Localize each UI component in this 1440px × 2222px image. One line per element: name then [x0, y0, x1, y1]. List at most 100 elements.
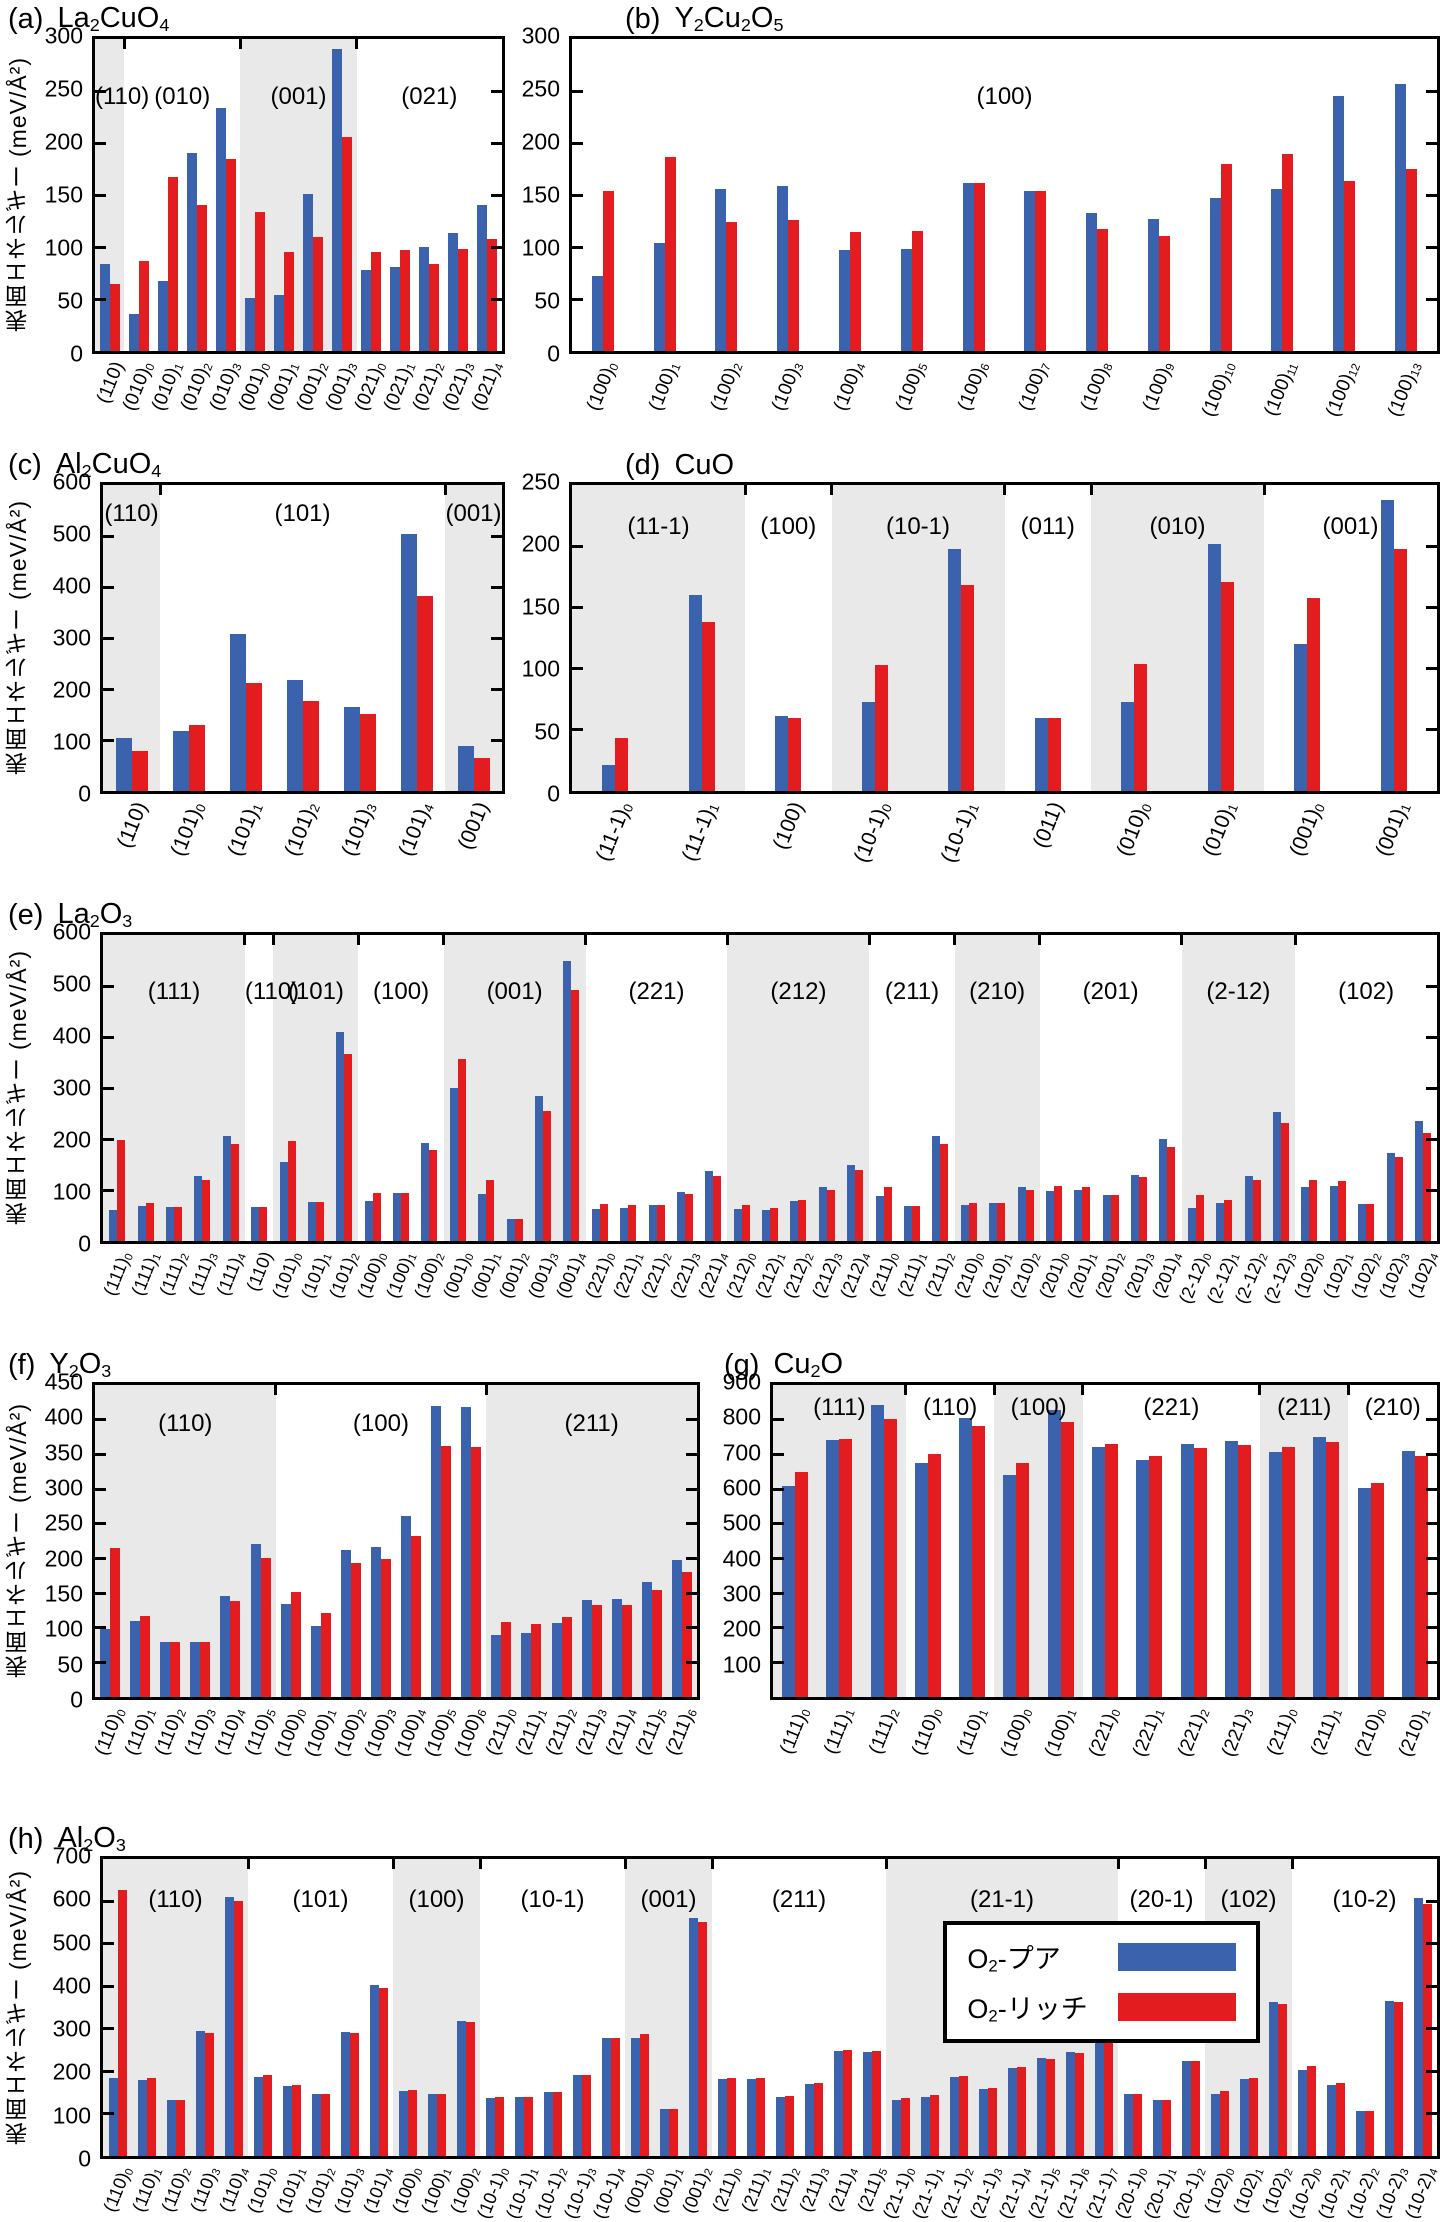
y-tick-mark: [773, 1522, 784, 1526]
x-tick-label-subscript: 2: [354, 1707, 370, 1719]
bar-o2-rich: [1016, 1462, 1030, 1697]
y-tick-mark: [1426, 1137, 1437, 1141]
bar-o2-rich: [1277, 2004, 1287, 2156]
bar-pair: (10-2)1: [1314, 1859, 1354, 2221]
bar-pair: (2-12)3: [1260, 935, 1300, 1306]
bar-o2-rich: [173, 1206, 182, 1241]
bar-pair: (010)0: [1091, 485, 1178, 859]
bar-pair: (110)3: [181, 1385, 219, 1758]
section-band: (001) (001)0 (001)1 (001)2: [620, 1859, 716, 2216]
bar-o2-poor: [1131, 1174, 1140, 1241]
bar-o2-poor: [534, 1095, 543, 1241]
plot-area: (11-1) (11-1)0 (11-1)1 (100) (100) (10-1) (10-…: [569, 482, 1440, 866]
bar-o2-rich: [233, 1901, 243, 2156]
bar-o2-poor: [870, 1404, 884, 1697]
bar-pair: (101)0: [160, 485, 217, 859]
section-label: (212): [770, 977, 827, 1005]
bar-pair: (212)0: [723, 935, 760, 1301]
bar-o2-rich: [1220, 581, 1234, 791]
formula-subscript: 2: [693, 15, 704, 35]
bar-o2-poor: [310, 1626, 321, 1697]
bar-o2-poor: [1065, 2052, 1075, 2156]
chart-area: 0 50 100 150 200 250 300 (100) (100)0 (100)1 (100)…: [505, 24, 1440, 420]
formula-subscript: 2: [810, 1361, 821, 1381]
y-axis-title-text: 表面エネルギー (meV/Å²): [5, 1869, 31, 2146]
bar-pair: (111)0: [99, 935, 136, 1298]
y-axis-title-text: 表面エネルギー (meV/Å²): [5, 57, 31, 333]
bar-o2-poor: [1272, 1111, 1281, 1241]
bar-o2-rich: [188, 724, 205, 791]
bar-o2-poor: [862, 2051, 872, 2156]
section-band: (102) (102)0 (102)1 (102)2 (102)3 (102)4: [1290, 935, 1440, 1301]
y-tick-label: 300: [52, 1074, 91, 1101]
x-tick-label-subscript: 4: [238, 2166, 253, 2178]
bar-pair: (100): [745, 485, 832, 853]
x-tick-label-subscript: 0: [1109, 1707, 1124, 1719]
x-tick-label-subscript: 3: [204, 1707, 219, 1719]
chart-area: 表面エネルギー (meV/Å²) 0 100 200 300 400 500 600 (110)…: [0, 470, 505, 859]
y-tick-mark: [1426, 728, 1437, 732]
bar-o2-rich: [167, 177, 178, 351]
x-tick-label-subscript: 4: [847, 2166, 862, 2178]
bar-o2-poor: [572, 2075, 582, 2156]
bar-pair: (21-1)1: [908, 1859, 948, 2221]
bar-o2-poor: [361, 269, 372, 351]
section-band: (110) (110)0 (110)1 (110)2 (110)3 (110)4: [99, 1859, 252, 2215]
legend-item-o2_rich: O2-リッチ: [967, 1987, 1236, 2027]
bar-pair: (10-2)3: [1372, 1859, 1412, 2221]
bar-o2-poor: [1045, 1191, 1054, 1241]
x-tick-label-subscript: 0: [499, 2166, 514, 2178]
section-band: (010) (010)0 (010)1 (010)2 (010)3: [119, 39, 245, 414]
x-tick-label-subscript: 0: [1286, 1707, 1301, 1719]
x-tick-label-subscript: 2: [179, 1251, 193, 1263]
y-tick-mark: [95, 297, 106, 301]
y-tick-mark: [491, 636, 502, 640]
bar-pair: (102)2: [1347, 935, 1385, 1301]
x-tick-label-subscript: 1: [775, 1251, 789, 1263]
y-tick-mark: [95, 89, 106, 93]
section-label: (211): [771, 1885, 827, 1913]
panel-formula: La2CuO4: [57, 2, 169, 36]
x-tick-label-subscript: 5: [655, 1707, 671, 1719]
x-tick-label-subscript: 5: [1050, 2166, 1065, 2178]
y-axis-title-text: 表面エネルギー (meV/Å²): [5, 1403, 31, 1679]
section-label: (20-1): [1129, 1885, 1194, 1913]
x-tick-label-subscript: 4: [576, 1251, 590, 1263]
bar-o2-poor: [165, 1206, 174, 1241]
bar-pair: (21-1)0: [879, 1859, 919, 2221]
bar-o2-rich: [788, 219, 800, 351]
x-tick-label: (101)4: [394, 801, 438, 860]
bar-o2-poor: [491, 1635, 502, 1697]
formula-text: Al: [55, 448, 82, 481]
bar-pair: (211)2: [766, 1859, 803, 2215]
bar-pair: (001)1: [1351, 485, 1438, 859]
plot-area: (111) (111)0 (111)1 (111)2 (111)3 (111)4 (110)…: [99, 932, 1440, 1306]
y-axis-title-text: 表面エネルギー (meV/Å²): [5, 500, 31, 776]
bar-o2-poor: [1386, 1153, 1395, 1241]
bar-o2-rich: [1394, 1156, 1403, 1241]
formula-text: O: [93, 1822, 116, 1855]
bar-o2-poor: [514, 2097, 524, 2156]
section-band: (100) (100)0 (100)1 (100)2 (100)3 (100)4 (100)…: [572, 39, 1437, 420]
y-tick-mark: [491, 245, 502, 249]
bar-pair: (001)1: [467, 935, 505, 1301]
x-tick-label-subscript: 4: [383, 2166, 398, 2178]
x-tick-label-subscript: 2: [730, 361, 746, 373]
bar-o2-poor: [777, 185, 789, 351]
x-tick-label-subscript: 5: [445, 1707, 460, 1719]
bar-pair: (100)10: [1190, 39, 1252, 420]
y-tick-mark: [103, 1899, 114, 1903]
bar-pair: (010)0: [119, 39, 157, 414]
bar-pair: (110): [93, 39, 128, 406]
bar-pair: (111)2: [156, 935, 193, 1298]
section-label: (10-1): [885, 512, 951, 540]
y-tick-mark: [1426, 1660, 1437, 1664]
x-tick-label-subscript: 3: [363, 801, 381, 815]
bar-pair: (001)4: [552, 935, 590, 1301]
bar-o2-rich: [726, 222, 738, 351]
x-tick-label-subscript: 3: [1241, 1707, 1257, 1719]
formula-subscript: 2: [68, 1361, 79, 1381]
formula-text: Al: [57, 1822, 84, 1855]
bar-o2-poor: [715, 188, 727, 351]
x-tick-label-subscript: 1: [1224, 801, 1242, 815]
